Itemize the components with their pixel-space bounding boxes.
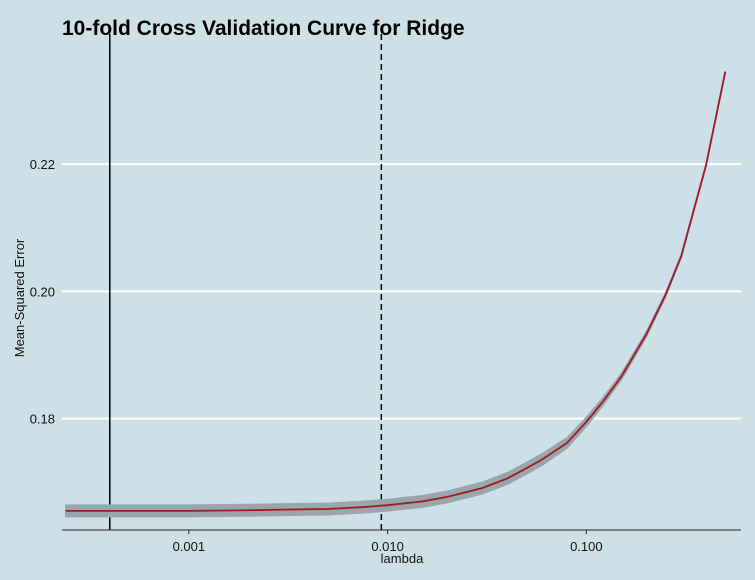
reference-lines [109, 34, 383, 530]
x-tick-layer: 0.001 0.010 0.100 [173, 530, 603, 554]
y-axis-label: Mean-Squared Error [12, 238, 27, 357]
y-tick-layer: 0.18 0.20 0.22 [30, 157, 55, 427]
error-band [64, 71, 727, 518]
x-tick-label: 0.010 [371, 539, 404, 554]
error-band-layer [64, 71, 727, 518]
series-line-layer [65, 71, 727, 512]
grid-layer [62, 163, 741, 420]
x-tick-label: 0.100 [570, 539, 603, 554]
chart-title: 10-fold Cross Validation Curve for Ridge [62, 17, 465, 40]
y-tick-label: 0.22 [30, 157, 55, 172]
x-axis-label: lambda [381, 551, 424, 566]
y-tick-label: 0.20 [30, 284, 55, 299]
y-tick-label: 0.18 [30, 412, 55, 427]
series-line [65, 71, 727, 512]
x-tick-label: 0.001 [173, 539, 206, 554]
